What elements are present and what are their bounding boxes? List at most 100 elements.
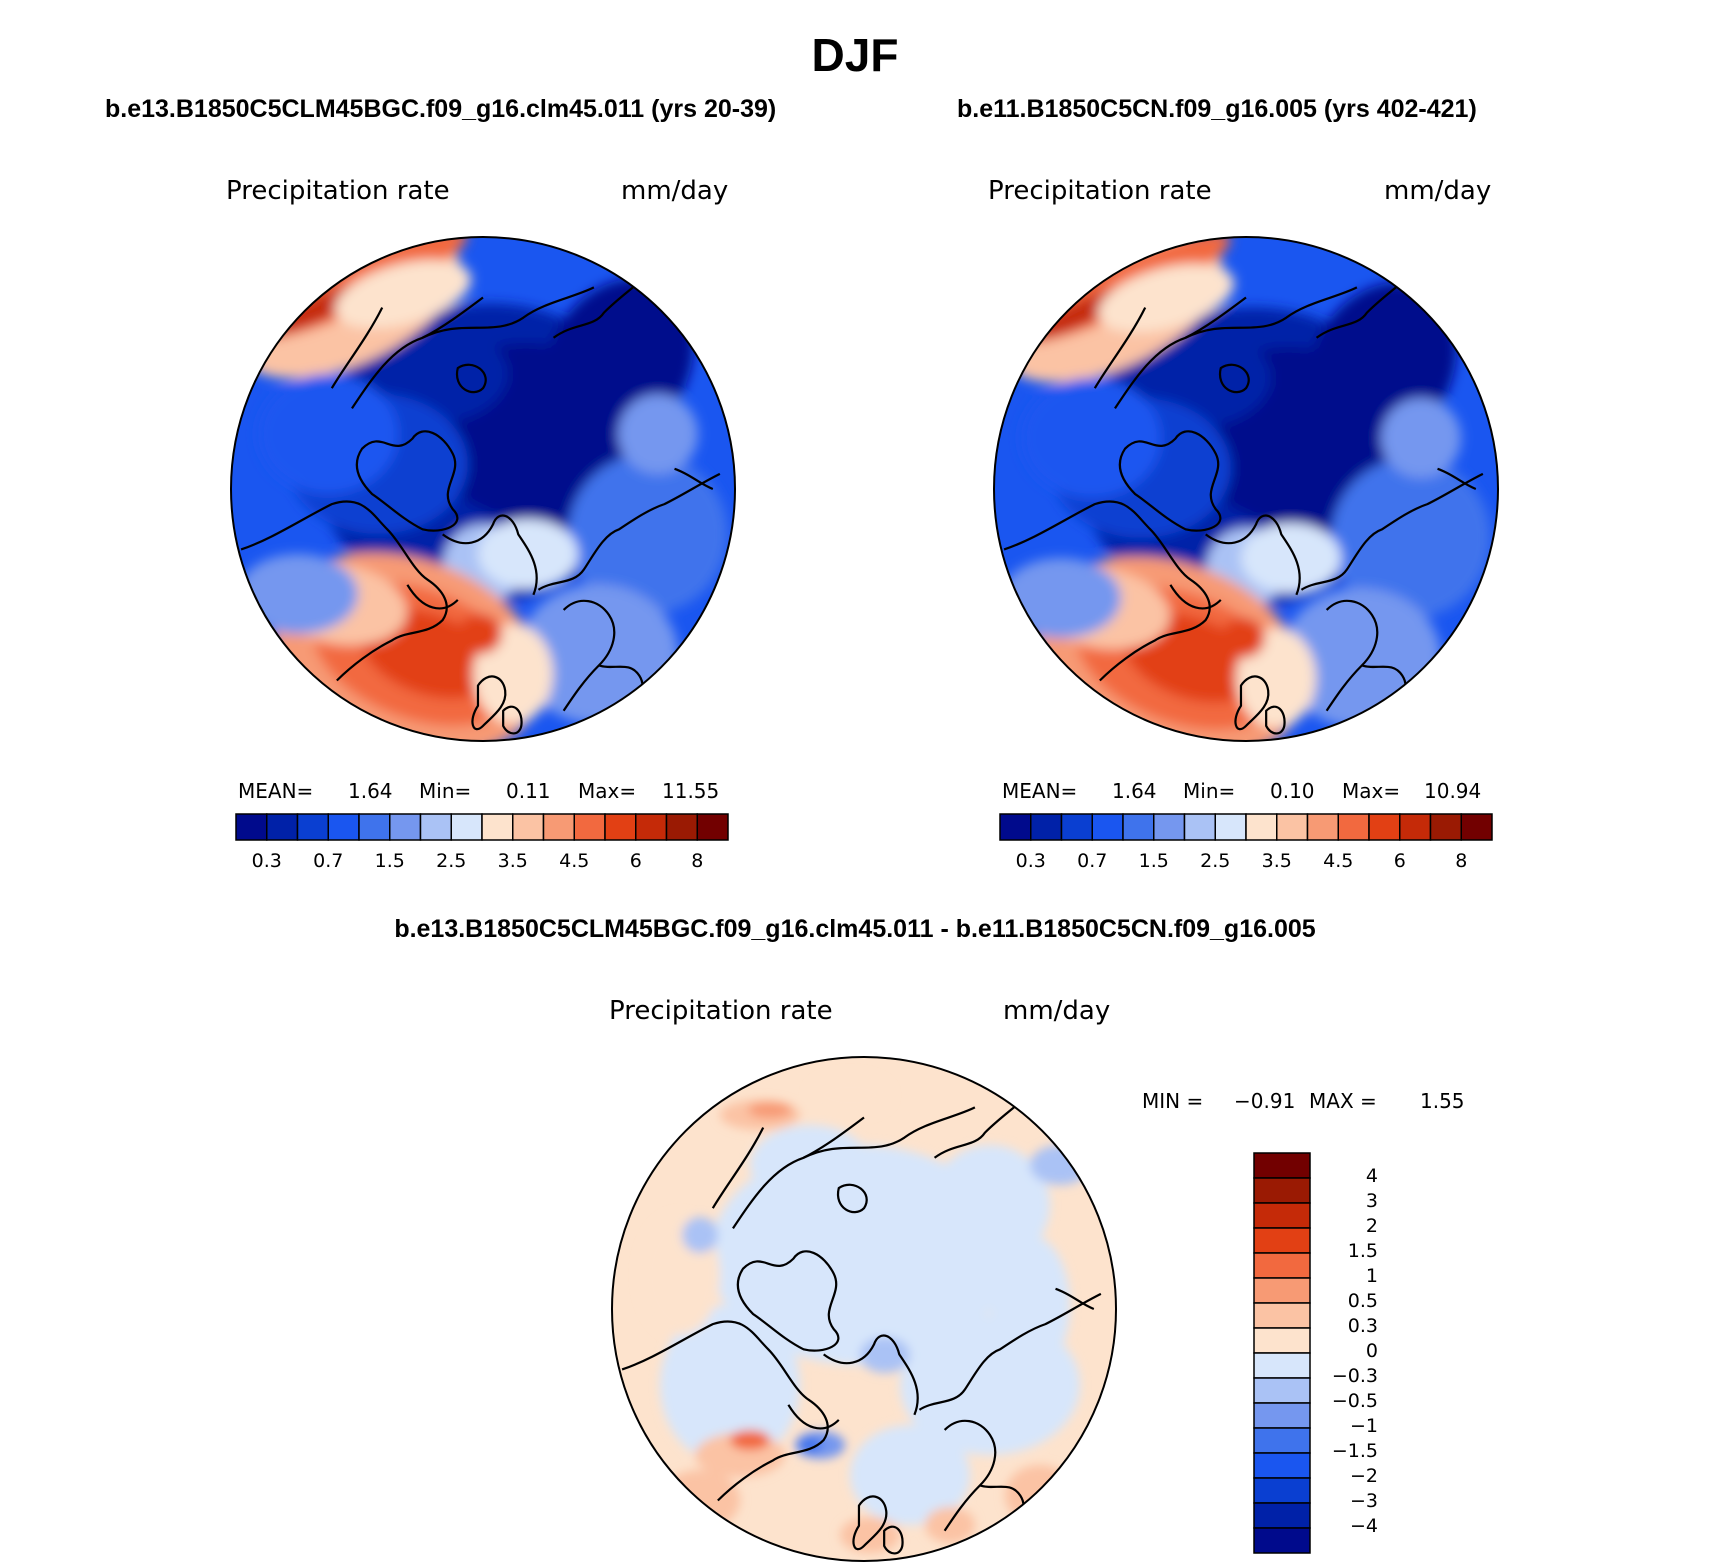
colorbar-swatch (1460, 813, 1493, 841)
diff-contour-region (990, 1235, 1070, 1375)
colorbar-swatch (1253, 1427, 1311, 1454)
colorbar-tick-label: −0.5 (1331, 1390, 1378, 1412)
right-min-label: Min= (1183, 779, 1236, 803)
diff-max-label: MAX = (1309, 1089, 1377, 1113)
precip-contour-region (1221, 618, 1265, 658)
diff-precip-map (611, 1056, 1117, 1562)
right-mean-label: MEAN= (1002, 779, 1078, 803)
precip-contour-region (568, 454, 728, 614)
colorbar-swatch (481, 813, 514, 841)
colorbar-swatch (1253, 1502, 1311, 1529)
diff-contour-region (810, 1075, 890, 1115)
colorbar-swatch (235, 813, 268, 841)
right-max-label: Max= (1342, 779, 1401, 803)
coastlines (1003, 276, 1484, 735)
precip-contour-region (1331, 458, 1491, 618)
colorbar-swatch (1337, 813, 1370, 841)
colorbar-swatch (1253, 1352, 1311, 1379)
colorbar-swatch (1253, 1377, 1311, 1404)
left-min-label: Min= (419, 779, 472, 803)
left-mean-label: MEAN= (238, 779, 314, 803)
precip-contour-region (618, 394, 698, 474)
right-max-value: 10.94 (1424, 779, 1482, 803)
precip-contour-region (1097, 263, 1235, 333)
colorbar-tick-label: 4 (1365, 1165, 1378, 1187)
colorbar-swatch (1429, 813, 1462, 841)
colorbar-tick-label: 1.5 (1347, 1240, 1378, 1262)
colorbar-tick-label: 1.5 (374, 850, 405, 872)
colorbar-swatch (327, 813, 360, 841)
diff-contour-region (1005, 1465, 1075, 1525)
colorbar-swatch (604, 813, 637, 841)
colorbar-swatch (1253, 1252, 1311, 1279)
colorbar-tick-label: −2 (1349, 1465, 1378, 1487)
colorbar-swatch (1253, 1152, 1311, 1179)
coastlines (621, 1096, 1102, 1555)
precip-contour-region (1021, 378, 1161, 498)
colorbar-swatch (1253, 1477, 1311, 1504)
colorbar-swatch (1253, 1527, 1311, 1554)
colorbar-tick-label: 3 (1365, 1190, 1378, 1212)
right-colorbar (999, 813, 1493, 841)
precip-contour-region (458, 614, 502, 654)
left-precip-map (230, 236, 736, 742)
colorbar-tick-label: 0.3 (1347, 1315, 1378, 1337)
colorbar-swatch (296, 813, 329, 841)
colorbar-swatch (1276, 813, 1309, 841)
diff-contour-region (730, 1430, 770, 1450)
colorbar-swatch (1306, 813, 1339, 841)
colorbar-swatch (450, 813, 483, 841)
colorbar-tick-label: 2 (1365, 1215, 1378, 1237)
right-units-label: mm/day (1384, 176, 1492, 206)
precip-contour-region (1001, 558, 1121, 638)
colorbar-swatch (1183, 813, 1216, 841)
diff-contour-region (682, 1217, 718, 1253)
colorbar-swatch (696, 813, 729, 841)
colorbar-swatch (1214, 813, 1247, 841)
diff-contour-region (840, 1517, 900, 1553)
diff-contour-region (925, 1507, 975, 1543)
colorbar-swatch (1253, 1327, 1311, 1354)
colorbar-tick-label: −3 (1349, 1490, 1378, 1512)
colorbar-tick-label: 8 (691, 850, 704, 872)
colorbar-tick-label: 6 (1393, 850, 1406, 872)
colorbar-swatch (389, 813, 422, 841)
colorbar-tick-label: 2.5 (436, 850, 467, 872)
left-units-label: mm/day (621, 176, 729, 206)
diff-title: b.e13.B1850C5CLM45BGC.f09_g16.clm45.011 … (394, 915, 1316, 943)
colorbar-tick-label: 0.3 (1015, 850, 1046, 872)
colorbar-swatch (1091, 813, 1124, 841)
colorbar-swatch (1253, 1402, 1311, 1429)
colorbar-swatch (1368, 813, 1401, 841)
diff-colorbar (1253, 1152, 1311, 1554)
colorbar-swatch (635, 813, 668, 841)
left-min-value: 0.11 (506, 779, 551, 803)
precip-contour-region (334, 259, 472, 329)
right-precip-map (993, 236, 1499, 742)
precip-contour-region (1241, 523, 1341, 593)
colorbar-tick-label: 1 (1365, 1265, 1378, 1287)
precip-contour-region (258, 374, 398, 494)
colorbar-swatch (1253, 1177, 1311, 1204)
colorbar-tick-label: −0.3 (1331, 1365, 1378, 1387)
left-max-label: Max= (578, 779, 637, 803)
colorbar-swatch (1253, 1202, 1311, 1229)
colorbar-tick-label: 8 (1455, 850, 1468, 872)
colorbar-tick-label: 0.7 (313, 850, 344, 872)
colorbar-tick-label: 0.5 (1347, 1290, 1378, 1312)
colorbar-tick-label: 4.5 (1323, 850, 1354, 872)
diff-contour-region (750, 1125, 870, 1205)
colorbar-swatch (1253, 1452, 1311, 1479)
colorbar-tick-label: 3.5 (497, 850, 528, 872)
colorbar-swatch (1122, 813, 1155, 841)
colorbar-tick-label: 1.5 (1138, 850, 1169, 872)
diff-max-value: 1.55 (1420, 1089, 1465, 1113)
colorbar-tick-label: −1 (1349, 1415, 1378, 1437)
colorbar-swatch (1253, 1227, 1311, 1254)
colorbar-tick-label: 0.3 (251, 850, 282, 872)
colorbar-swatch (999, 813, 1032, 841)
precip-contour-region (478, 519, 578, 589)
diff-contour-region (748, 1102, 792, 1118)
colorbar-tick-label: 6 (629, 850, 642, 872)
colorbar-tick-label: 0 (1365, 1340, 1378, 1362)
